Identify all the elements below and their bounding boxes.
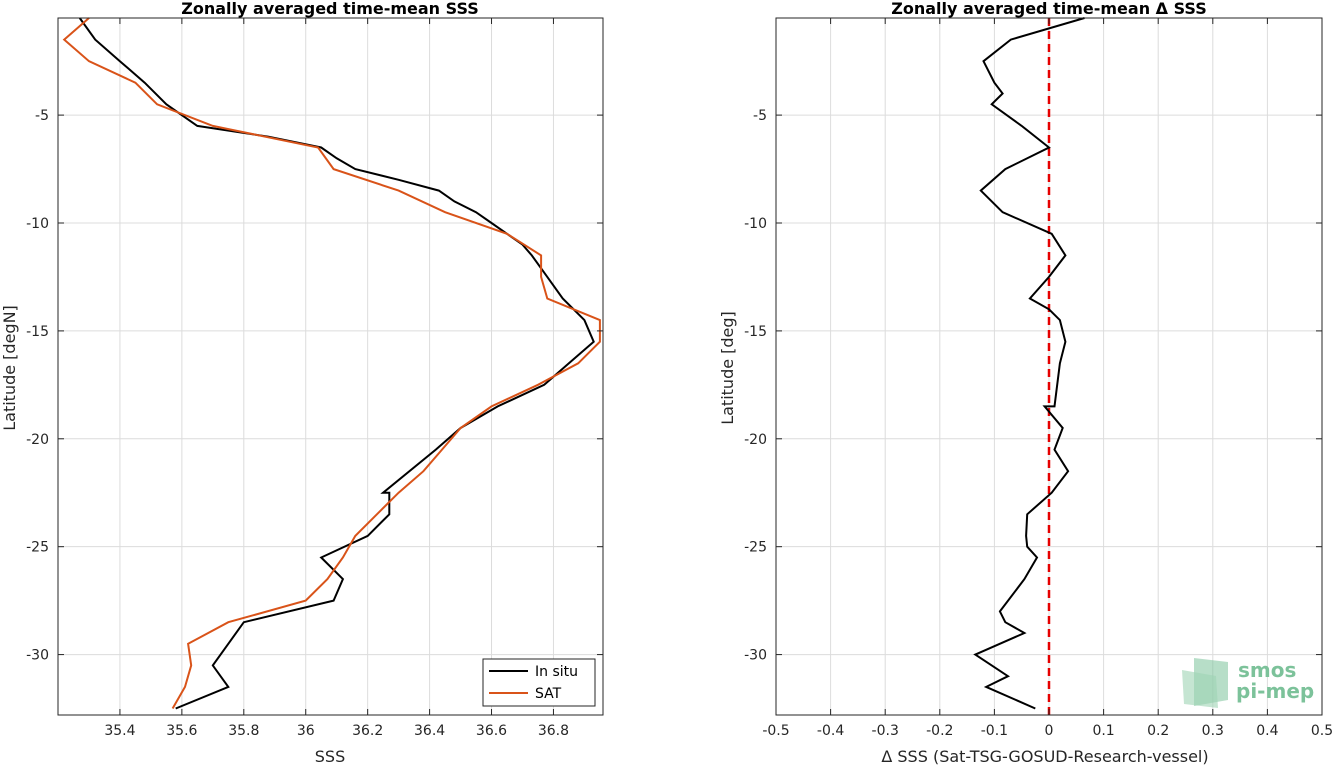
x-tick-label: 0.4 xyxy=(1256,723,1278,739)
ticks-right: -0.5 -0.4 -0.3 -0.2 -0.1 0 0.1 0.2 0.3 0.4 0.5 -5 -1… xyxy=(744,18,1333,739)
legend-label-sat: SAT xyxy=(535,686,562,702)
legend: In situ SAT xyxy=(482,658,596,707)
legend-box xyxy=(482,658,596,707)
x-tick-label: 35.4 xyxy=(104,723,135,739)
chart-title-left: Zonally averaged time-mean SSS xyxy=(181,0,479,18)
x-tick-label: 0.3 xyxy=(1202,723,1224,739)
y-axis-label-left: Latitude [degN] xyxy=(0,305,19,431)
x-tick-label: 0.2 xyxy=(1147,723,1169,739)
y-tick-label: -15 xyxy=(744,324,767,340)
y-axis-label-right: Latitude [deg] xyxy=(718,311,737,425)
y-tick-label: -10 xyxy=(744,216,767,232)
x-tick-label: 36.2 xyxy=(352,723,383,739)
x-tick-label: -0.2 xyxy=(926,723,953,739)
x-tick-label: 35.6 xyxy=(166,723,197,739)
panel-right-delta-sss: -0.5 -0.4 -0.3 -0.2 -0.1 0 0.1 0.2 0.3 0.4 0.5 -5 -1… xyxy=(718,0,1333,765)
y-tick-label: -15 xyxy=(26,324,49,340)
ticks-left: 35.4 35.6 35.8 36 36.2 36.4 36.6 36.8 -5 -10 -15 -2… xyxy=(26,18,603,739)
x-tick-label: 36.8 xyxy=(538,723,569,739)
x-tick-label: 36.4 xyxy=(414,723,445,739)
smos-pi-mep-logo: smos pi-mep xyxy=(1182,658,1314,708)
series-left xyxy=(62,17,601,710)
x-tick-label: 35.8 xyxy=(228,723,259,739)
chart-title-right: Zonally averaged time-mean Δ SSS xyxy=(891,0,1207,18)
y-tick-label: -10 xyxy=(26,216,49,232)
series-line-sat xyxy=(62,17,601,709)
x-tick-label: 36.6 xyxy=(476,723,507,739)
y-tick-label: -30 xyxy=(744,648,767,664)
x-tick-label: 36 xyxy=(297,723,315,739)
x-tick-label: 0.5 xyxy=(1311,723,1333,739)
x-axis-label-left: SSS xyxy=(315,747,345,765)
x-tick-label: -0.3 xyxy=(872,723,899,739)
grid-right xyxy=(775,18,1323,715)
logo-text-smos: smos xyxy=(1238,658,1296,682)
x-axis-label-right: Δ SSS (Sat-TSG-GOSUD-Research-vessel) xyxy=(881,747,1208,765)
x-tick-label: 0 xyxy=(1045,723,1054,739)
y-tick-label: -20 xyxy=(744,432,767,448)
x-tick-label: 0.1 xyxy=(1092,723,1114,739)
panel-left-sss: 35.4 35.6 35.8 36 36.2 36.4 36.6 36.8 -5 -10 -15 -2… xyxy=(0,0,604,765)
grid-left xyxy=(58,18,603,715)
axes-frame-left xyxy=(57,17,604,716)
x-tick-label: -0.5 xyxy=(762,723,789,739)
y-tick-label: -25 xyxy=(26,540,49,556)
series-line-in-situ xyxy=(78,17,595,710)
y-tick-label: -20 xyxy=(26,432,49,448)
logo-text-pi-mep: pi-mep xyxy=(1236,679,1314,703)
legend-label-in-situ: In situ xyxy=(535,664,578,680)
y-tick-label: -5 xyxy=(753,108,767,124)
logo-wave-shape-2 xyxy=(1182,670,1218,708)
y-tick-label: -5 xyxy=(35,108,49,124)
y-tick-label: -25 xyxy=(744,540,767,556)
y-tick-label: -30 xyxy=(26,648,49,664)
x-tick-label: -0.4 xyxy=(817,723,844,739)
x-tick-label: -0.1 xyxy=(981,723,1008,739)
series-line-delta-sss xyxy=(973,17,1085,710)
series-right xyxy=(973,17,1085,715)
